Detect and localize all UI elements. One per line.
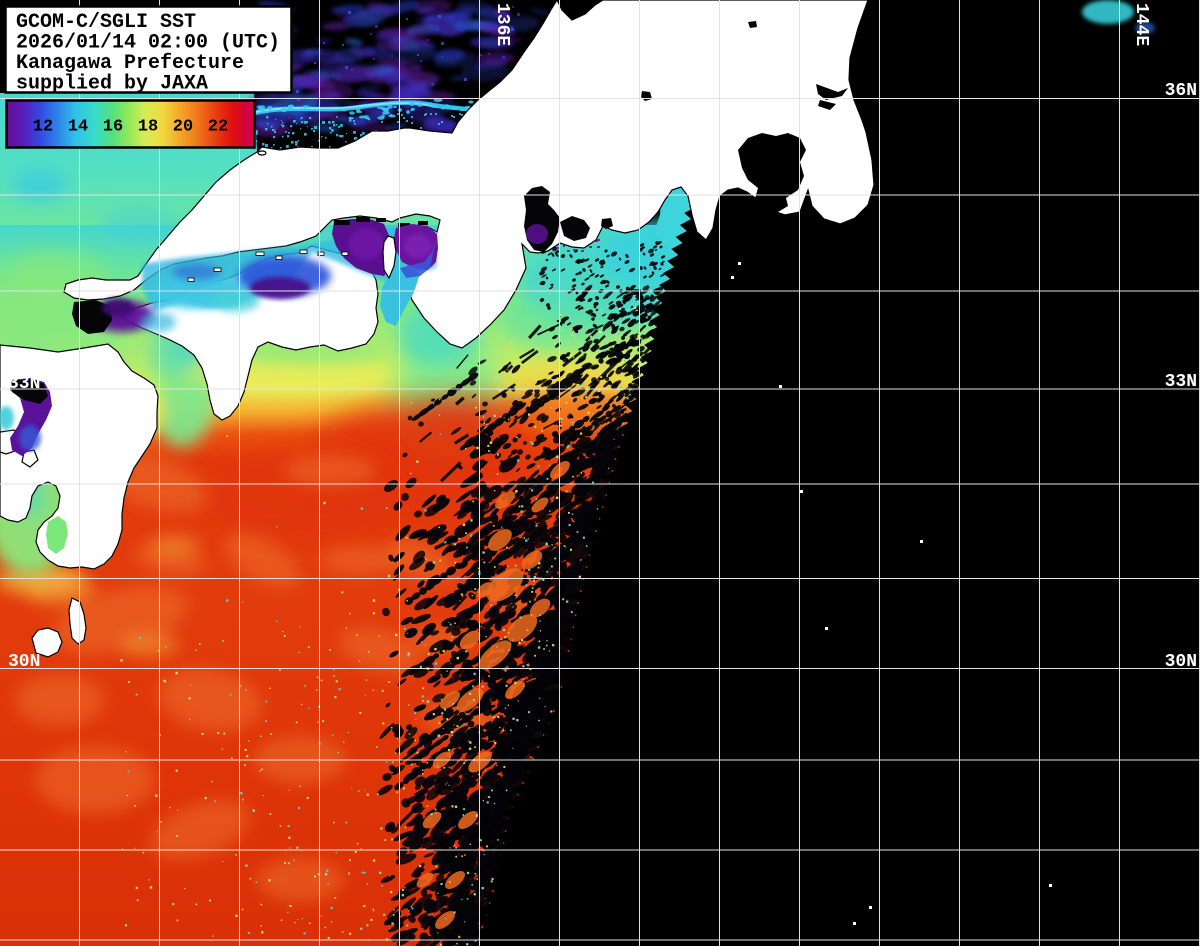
svg-text:20: 20 — [173, 118, 193, 137]
svg-text:22: 22 — [208, 118, 228, 137]
svg-text:136E: 136E — [492, 3, 512, 46]
svg-text:14: 14 — [68, 118, 88, 137]
svg-text:144E: 144E — [1131, 3, 1151, 46]
svg-text:18: 18 — [138, 118, 158, 137]
svg-text:33N: 33N — [8, 374, 40, 394]
svg-text:12: 12 — [33, 118, 53, 137]
svg-text:16: 16 — [103, 118, 123, 137]
svg-text:supplied by JAXA: supplied by JAXA — [16, 73, 208, 96]
svg-text:30N: 30N — [8, 652, 40, 672]
svg-text:33N: 33N — [1165, 372, 1197, 392]
svg-text:Kanagawa Prefecture: Kanagawa Prefecture — [16, 52, 244, 75]
svg-text:30N: 30N — [1165, 652, 1197, 672]
svg-text:2026/01/14 02:00 (UTC): 2026/01/14 02:00 (UTC) — [16, 32, 280, 55]
svg-text:36N: 36N — [1165, 81, 1197, 101]
svg-text:GCOM-C/SGLI SST: GCOM-C/SGLI SST — [16, 11, 196, 34]
